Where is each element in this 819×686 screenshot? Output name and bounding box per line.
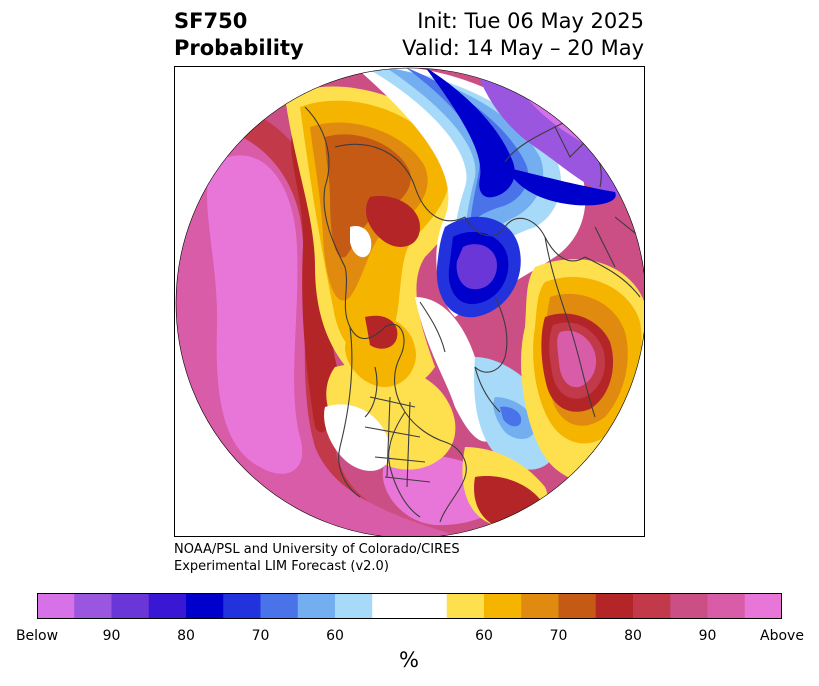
plot-title-right: Init: Tue 06 May 2025 Valid: 14 May – 20… bbox=[402, 8, 644, 62]
colorbar-cell bbox=[111, 593, 150, 619]
colorbar-cell bbox=[297, 593, 336, 619]
colorbar-tick-label: 70 bbox=[251, 628, 270, 644]
colorbar bbox=[37, 593, 782, 619]
colorbar-cell bbox=[633, 593, 671, 619]
colorbar-tick-label: Above bbox=[760, 628, 804, 644]
colorbar-cell bbox=[595, 593, 634, 619]
variable-title: SF750 bbox=[174, 9, 248, 33]
colorbar-unit: % bbox=[399, 648, 419, 672]
colorbar-cell bbox=[186, 593, 224, 619]
valid-dates: Valid: 14 May – 20 May bbox=[402, 36, 644, 60]
polar-map bbox=[174, 66, 645, 537]
colorbar-cell bbox=[558, 593, 597, 619]
colorbar-cell bbox=[223, 593, 261, 619]
colorbar-cell bbox=[74, 593, 112, 619]
probability-title: Probability bbox=[174, 36, 304, 60]
colorbar-tick-label: 80 bbox=[624, 628, 642, 644]
colorbar-cells bbox=[37, 593, 782, 619]
colorbar-cell bbox=[335, 593, 373, 619]
colorbar-cell bbox=[521, 593, 559, 619]
credit-line-2: Experimental LIM Forecast (v2.0) bbox=[174, 559, 389, 574]
plot-title-left: SF750 Probability bbox=[174, 8, 304, 62]
colorbar-tick-label: 90 bbox=[698, 628, 717, 644]
shaded-field bbox=[176, 68, 644, 536]
map-boundary bbox=[175, 67, 644, 536]
colorbar-cell bbox=[707, 593, 746, 619]
colorbar-tick-label: 90 bbox=[102, 628, 121, 644]
colorbar-cell bbox=[446, 593, 485, 619]
colorbar-outline bbox=[37, 593, 782, 619]
colorbar-tick-label: 60 bbox=[326, 628, 344, 644]
colorbar-tick-label: Below bbox=[15, 628, 59, 644]
credit-text: NOAA/PSL and University of Colorado/CIRE… bbox=[174, 541, 460, 575]
colorbar-cell bbox=[260, 593, 299, 619]
probability-field bbox=[175, 67, 644, 536]
colorbar-cell bbox=[670, 593, 708, 619]
credit-line-1: NOAA/PSL and University of Colorado/CIRE… bbox=[174, 542, 460, 557]
colorbar-cell bbox=[372, 593, 448, 619]
colorbar-cell bbox=[484, 593, 522, 619]
colorbar-cell bbox=[744, 593, 782, 619]
init-date: Init: Tue 06 May 2025 bbox=[417, 9, 644, 33]
coastlines bbox=[304, 96, 641, 523]
colorbar-tick-label: 60 bbox=[475, 628, 493, 644]
colorbar-tick-label: 70 bbox=[549, 628, 568, 644]
colorbar-tick-label: 80 bbox=[177, 628, 195, 644]
colorbar-cell bbox=[37, 593, 75, 619]
colorbar-cell bbox=[148, 593, 187, 619]
